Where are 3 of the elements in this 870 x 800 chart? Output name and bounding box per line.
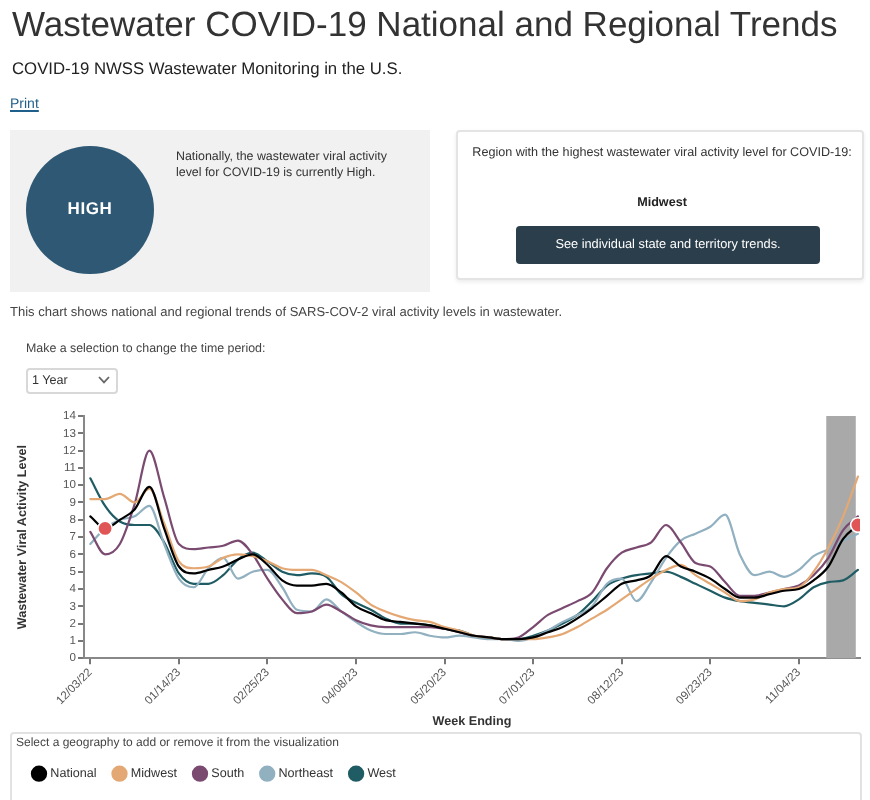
chart-title: Wastewater COVID-19 National and Regional Trends <box>12 4 838 46</box>
chart-subtitle: COVID-19 NWSS Wastewater Monitoring in the U.S. <box>12 58 403 78</box>
text: HIGH <box>65 198 115 218</box>
